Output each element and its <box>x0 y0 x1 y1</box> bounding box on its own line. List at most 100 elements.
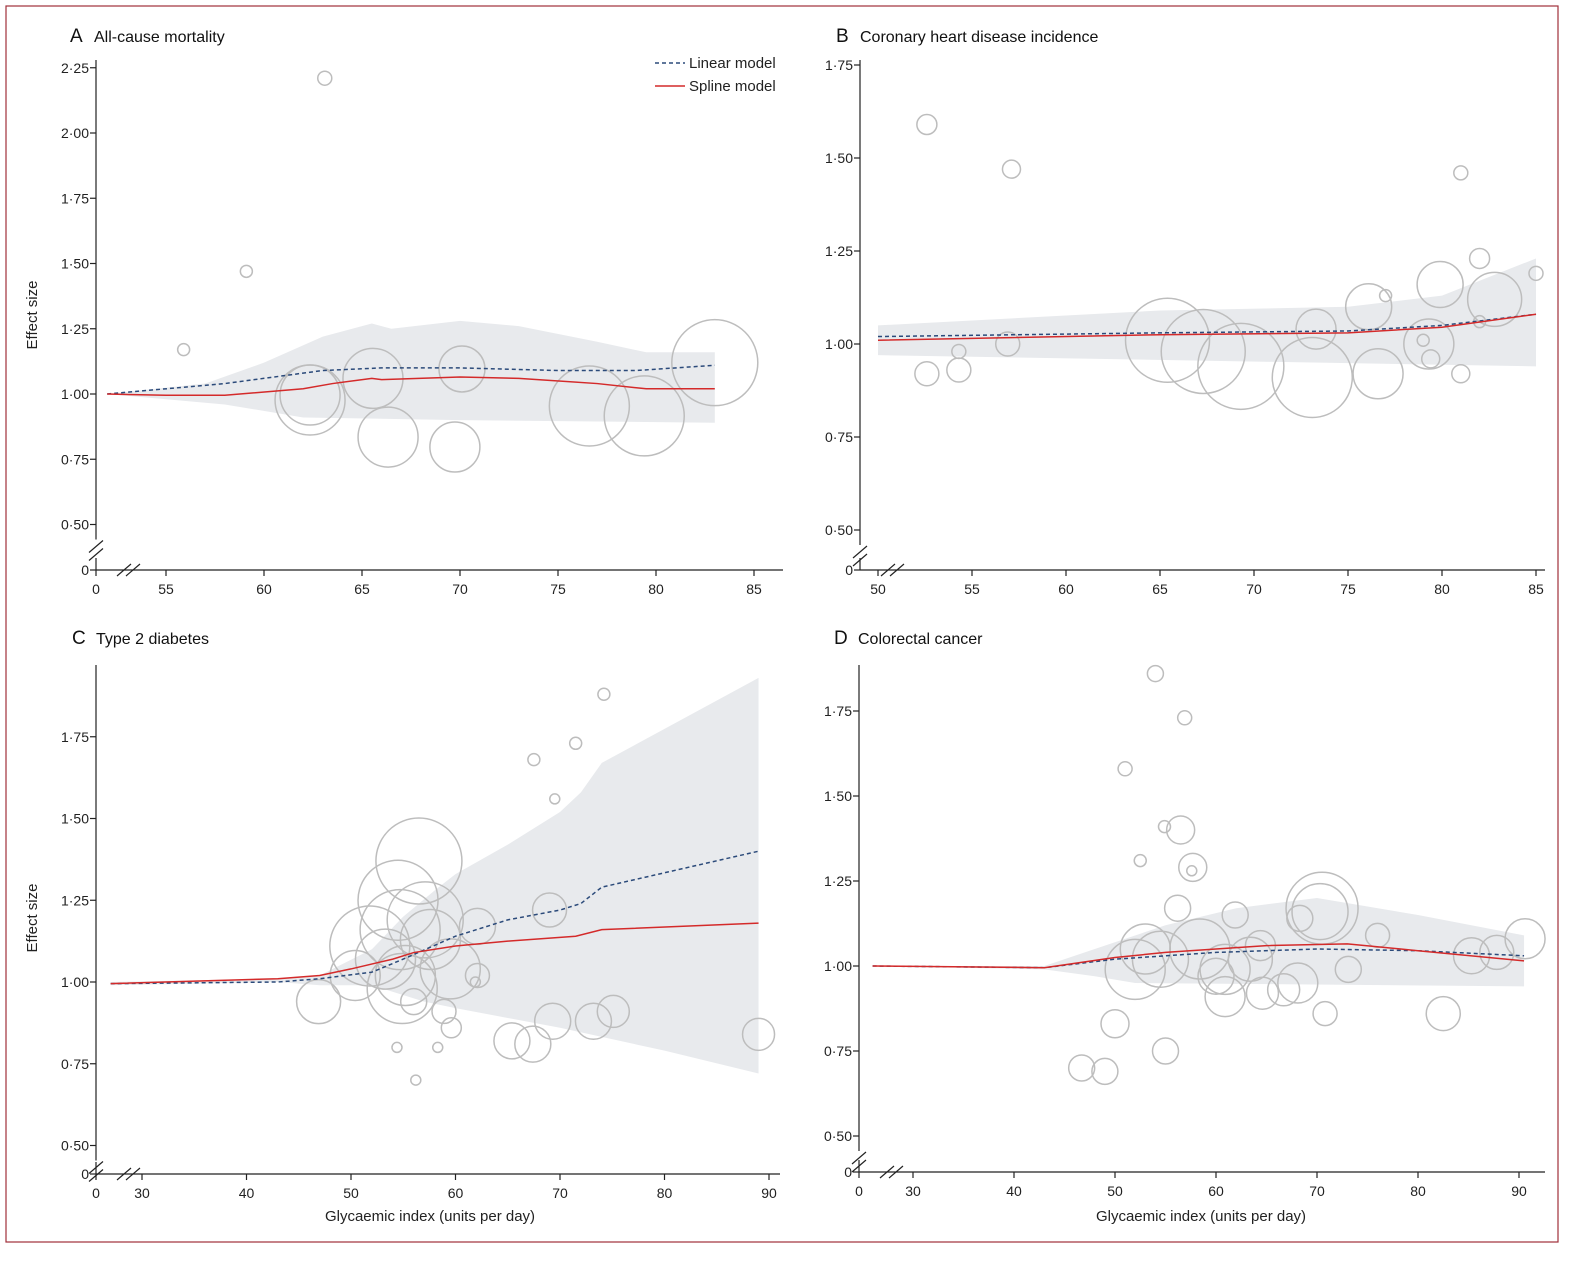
study-bubble <box>574 1002 613 1040</box>
panel-title: Coronary heart disease incidence <box>860 29 1098 46</box>
panel-D: D Colorectal cancer 0 0·50 0·75 1·00 1·25 1·50 1… <box>824 628 1546 1225</box>
study-bubble <box>1378 288 1393 303</box>
study-bubble <box>1001 159 1022 179</box>
study-bubble <box>431 998 457 1025</box>
y-axis-label: Effect size <box>24 281 41 350</box>
study-bubble <box>914 361 940 387</box>
study-bubble <box>1227 936 1274 982</box>
panel-letter: C <box>72 628 86 649</box>
study-bubble <box>1312 1000 1338 1027</box>
y-tick-label: 0 <box>81 562 89 578</box>
study-bubble <box>741 1017 776 1052</box>
x-tick-label: 80 <box>648 581 664 597</box>
x-tick-label: 60 <box>1058 581 1074 597</box>
study-bubble <box>1163 894 1192 922</box>
legend: Linear model Spline model <box>655 55 776 95</box>
study-bubble <box>279 364 341 426</box>
y-tick-label: 0 <box>81 1166 89 1182</box>
study-bubble <box>440 1017 463 1039</box>
panel-title: Colorectal cancer <box>858 631 983 648</box>
study-bubble <box>1146 664 1165 683</box>
study-bubble <box>596 994 631 1029</box>
study-bubble <box>1352 348 1404 400</box>
study-bubble <box>1420 349 1441 369</box>
study-bubble <box>366 952 438 1025</box>
linear-model-line <box>110 850 759 985</box>
x-tick-label: 65 <box>354 581 370 597</box>
spline-model-line <box>872 943 1525 969</box>
x-axis-label: Glycaemic index (units per day) <box>325 1208 535 1225</box>
y-tick-label: 1·75 <box>61 190 89 206</box>
study-bubble <box>375 817 463 905</box>
study-bubble <box>1178 852 1208 883</box>
study-bubble <box>549 793 561 805</box>
study-bubble <box>1131 930 1190 988</box>
study-bubble <box>239 264 254 279</box>
y-axis-break-mark <box>88 548 104 561</box>
x-tick-label: 70 <box>1309 1183 1325 1199</box>
study-bubble <box>1403 318 1455 370</box>
y-axis-label: Effect size <box>24 884 41 953</box>
panel-letter: D <box>834 628 848 649</box>
y-tick-label: 1·25 <box>824 873 852 889</box>
study-bubble <box>916 113 938 136</box>
x-axis-break-mark <box>125 1167 141 1181</box>
x-tick-label: 70 <box>1246 581 1262 597</box>
study-bubble <box>399 987 428 1016</box>
y-tick-label: 1·50 <box>825 150 853 166</box>
study-bubble <box>357 406 419 468</box>
y-axis-break-mark <box>851 1159 867 1173</box>
x-axis-break-mark <box>889 563 905 577</box>
study-bubble <box>1528 265 1544 282</box>
spline-model-line <box>877 313 1537 342</box>
y-tick-label: 0·75 <box>825 429 853 445</box>
study-bubble <box>1416 260 1464 309</box>
study-bubble <box>1204 975 1246 1018</box>
x-tick-label: 85 <box>746 581 762 597</box>
study-bubble <box>946 357 972 383</box>
x-tick-label: 60 <box>448 1185 464 1201</box>
x-axis-label: Glycaemic index (units per day) <box>1096 1208 1306 1225</box>
study-bubble <box>1067 1054 1096 1082</box>
study-bubble <box>548 365 631 447</box>
study-bubble <box>1479 934 1515 971</box>
x-tick-label: 50 <box>1107 1183 1123 1199</box>
study-bubble <box>1104 938 1166 1001</box>
x-tick-label: 50 <box>343 1185 359 1201</box>
study-bubble <box>1169 918 1231 980</box>
spline-model-line <box>107 376 715 397</box>
panel-title: Type 2 diabetes <box>96 631 209 648</box>
study-bubble <box>354 928 417 990</box>
panel-title: All-cause mortality <box>94 29 225 46</box>
confidence-band <box>872 898 1525 987</box>
x-tick-label: 90 <box>1511 1183 1527 1199</box>
study-bubble <box>469 976 482 988</box>
study-bubble <box>1197 322 1285 411</box>
study-bubble <box>1124 297 1211 384</box>
study-bubble <box>1286 904 1314 933</box>
x-tick-label: 0 <box>92 1185 100 1201</box>
study-bubble <box>1271 336 1354 419</box>
x-tick-label: 85 <box>1528 581 1544 597</box>
x-tick-label: 60 <box>1208 1183 1224 1199</box>
panel-B: B Coronary heart disease incidence 0 0·50 0·… <box>825 26 1545 597</box>
study-bubble <box>1245 976 1280 1010</box>
legend-linear-label: Linear model <box>689 55 776 72</box>
study-bubble <box>1504 918 1546 960</box>
study-bubble <box>391 1041 403 1054</box>
study-bubble <box>1451 364 1471 384</box>
x-axis-break-mark <box>116 563 132 577</box>
y-tick-label: 0·50 <box>61 517 89 533</box>
study-bubble <box>429 421 481 473</box>
study-bubble <box>399 908 462 971</box>
study-bubble <box>329 949 381 1002</box>
x-tick-label: 65 <box>1152 581 1168 597</box>
x-tick-label: 90 <box>761 1185 777 1201</box>
y-tick-label: 0 <box>845 562 853 578</box>
y-axis-break-mark <box>88 1161 104 1174</box>
study-bubble <box>386 881 464 959</box>
x-tick-label: 80 <box>1410 1183 1426 1199</box>
study-bubble <box>603 375 685 457</box>
y-tick-label: 1·25 <box>61 321 89 337</box>
